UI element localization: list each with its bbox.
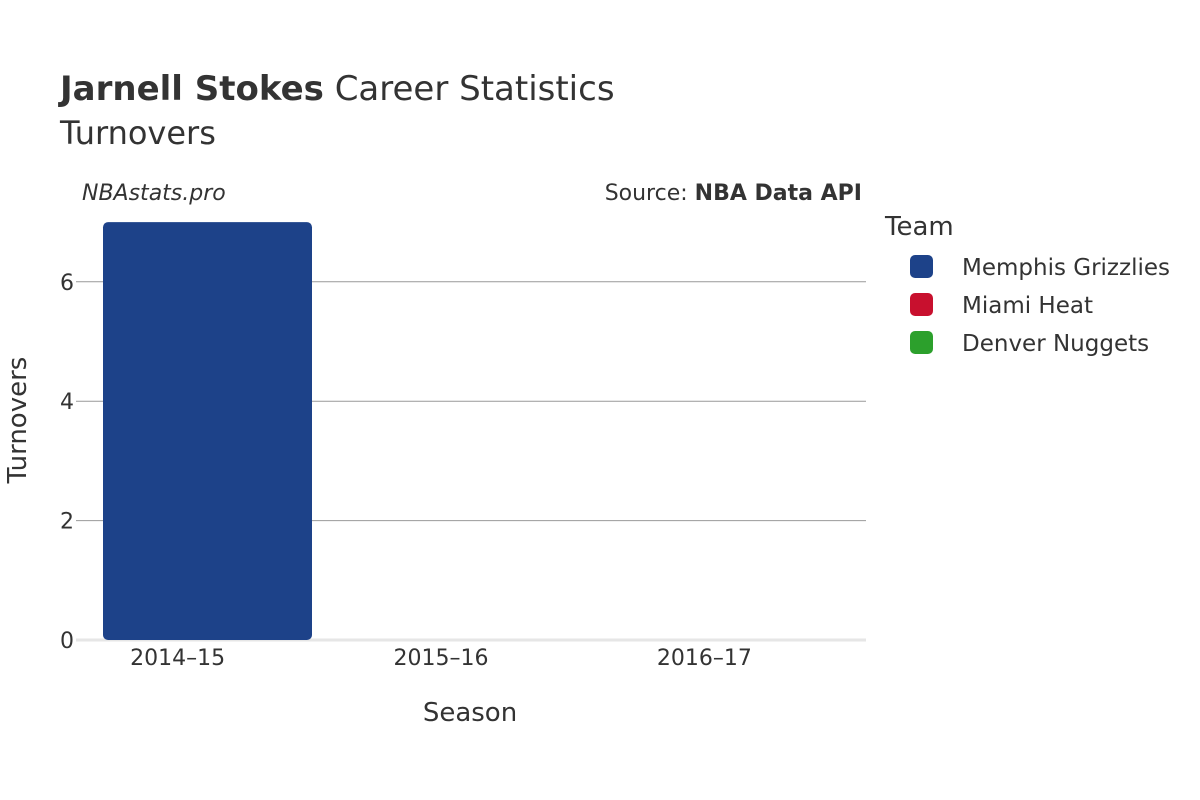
legend-item[interactable]: Memphis Grizzlies: [910, 255, 1170, 281]
legend-label: Miami Heat: [962, 293, 1093, 319]
legend-item[interactable]: Miami Heat: [910, 293, 1093, 319]
bar-memphis-grizzlies[interactable]: [103, 222, 312, 640]
chart-subtitle: Turnovers: [59, 114, 216, 152]
source-credit: Source: NBA Data API: [605, 181, 862, 206]
y-axis-ticks: 0 2 4 6: [60, 271, 74, 654]
x-tick-label: 2016–17: [657, 646, 752, 671]
y-tick-label: 0: [60, 629, 74, 654]
x-tick-label: 2014–15: [130, 646, 225, 671]
source-name: NBA Data API: [695, 181, 862, 206]
legend-label: Denver Nuggets: [962, 331, 1149, 357]
x-tick-label: 2015–16: [394, 646, 489, 671]
x-axis-ticks: 2014–15 2015–16 2016–17: [130, 646, 752, 671]
y-axis-title: Turnovers: [3, 357, 33, 485]
y-tick-label: 2: [60, 510, 74, 535]
legend[interactable]: Memphis Grizzlies Miami Heat Denver Nugget…: [910, 255, 1170, 357]
source-prefix: Source:: [605, 181, 695, 206]
brand-watermark: NBAstats.pro: [82, 181, 226, 206]
legend-swatch: [910, 255, 933, 278]
legend-item[interactable]: Denver Nuggets: [910, 331, 1149, 357]
legend-label: Memphis Grizzlies: [962, 255, 1170, 281]
y-tick-label: 6: [60, 271, 74, 296]
x-axis-title: Season: [423, 698, 517, 728]
player-name: Jarnell Stokes: [58, 69, 324, 109]
chart-title: Jarnell Stokes Career Statistics: [58, 69, 615, 109]
legend-swatch: [910, 293, 933, 316]
legend-swatch: [910, 331, 933, 354]
bars: [103, 222, 312, 640]
title-suffix: Career Statistics: [335, 69, 615, 109]
legend-title: Team: [884, 212, 954, 242]
y-tick-label: 4: [60, 390, 74, 415]
